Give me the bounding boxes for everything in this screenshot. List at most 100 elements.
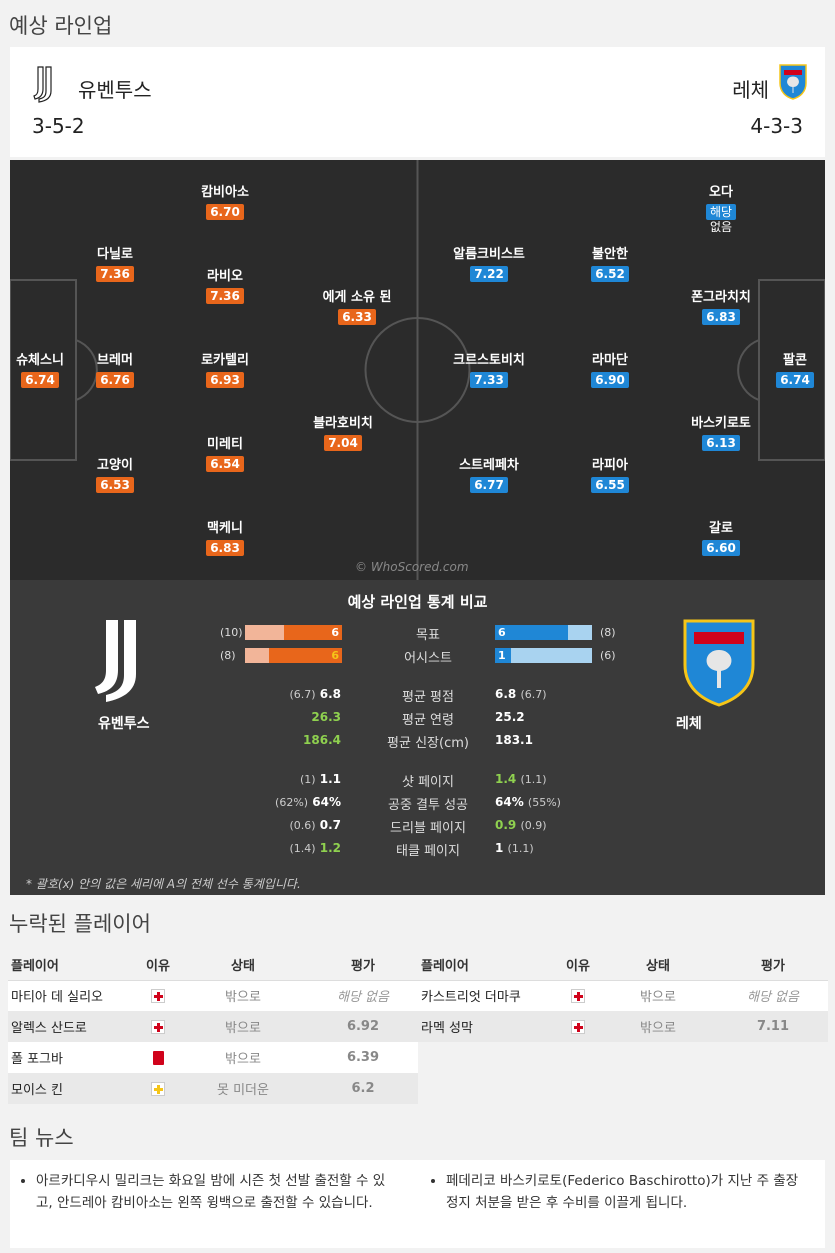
stats-title: 예상 라인업 통계 비교	[347, 593, 488, 611]
stat-away-number: 0.9	[495, 818, 517, 832]
table-row: 모이스 킨 못 미더운 6.2	[8, 1073, 418, 1104]
home-player[interactable]: 블라호비치 7.04	[313, 416, 373, 451]
juventus-logo-icon	[33, 66, 52, 103]
lecce-logo-icon	[779, 64, 807, 100]
home-player[interactable]: 다닐로 7.36	[96, 247, 134, 282]
home-player[interactable]: 로카텔리 6.93	[201, 353, 249, 388]
stat-home-sub: (62%)	[275, 796, 309, 809]
away-player[interactable]: 불안한 6.52	[591, 247, 629, 282]
missing-status: 밖으로	[598, 980, 718, 1011]
missing-status: 밖으로	[178, 1042, 308, 1073]
stat-away-number: 25.2	[495, 710, 525, 724]
home-news-item: 아르카디우시 밀리크는 화요일 밤에 시즌 첫 선발 출전할 수 있고, 안드레…	[36, 1170, 398, 1214]
away-formation: 4-3-3	[750, 114, 803, 138]
missing-status: 밖으로	[598, 1011, 718, 1042]
away-player[interactable]: 갈로 6.60	[661, 521, 781, 556]
home-team-name[interactable]: 유벤투스	[78, 78, 152, 102]
stat-home-value: (0.6) 0.7	[289, 818, 341, 832]
away-player[interactable]: 오다 해당 없음	[661, 185, 781, 234]
stat-away-number: 1	[495, 841, 504, 855]
stat-away-value: 1.4 (1.1)	[495, 772, 547, 786]
table-row: 폴 포그바 밖으로 6.39	[8, 1042, 418, 1073]
missing-reason	[558, 1011, 598, 1042]
missing-player-name[interactable]: 마티아 데 실리오	[8, 980, 138, 1011]
team-header: 유벤투스 3-5-2 레체 4-3-3	[10, 47, 825, 157]
home-player[interactable]: 라비오 7.36	[206, 269, 244, 304]
home-player[interactable]: 브레머 6.76	[96, 353, 134, 388]
goals-home-bar: 6	[245, 625, 342, 640]
col-rating: 평가	[308, 950, 418, 981]
stat-home-value: 186.4	[303, 733, 341, 747]
stat-home-number: 1.2	[319, 841, 341, 855]
missing-player-name[interactable]: 라멕 성막	[418, 1011, 558, 1042]
home-player[interactable]: 맥케니 6.83	[206, 521, 244, 556]
home-player[interactable]: 슈체스니 6.74	[16, 353, 64, 388]
away-player[interactable]: 팔콘 6.74	[735, 353, 825, 388]
missing-reason	[138, 1073, 178, 1104]
col-status: 상태	[598, 950, 718, 981]
away-player[interactable]: 폰그라치치 6.83	[691, 290, 751, 325]
missing-player-name[interactable]: 모이스 킨	[8, 1073, 138, 1104]
pitch: 슈체스니 6.74 다닐로 7.36 브레머 6.76 고양이 6.53 캄비아소 6.7…	[10, 160, 825, 580]
home-player[interactable]: 캄비아소 6.70	[201, 185, 249, 220]
stat-home-sub: (1)	[299, 773, 316, 786]
lecce-big-logo-icon	[683, 619, 755, 707]
missing-title: 누락된 플레이어	[9, 912, 151, 936]
away-player[interactable]: 크르스토비치 7.33	[453, 353, 525, 388]
home-player[interactable]: 미레티 6.54	[206, 437, 244, 472]
red-card-icon	[152, 1050, 164, 1065]
away-player[interactable]: 바스키로토 6.13	[691, 416, 751, 451]
stat-away-number: 64%	[495, 795, 524, 809]
stats-home-name: 유벤투스	[98, 716, 150, 732]
col-player: 플레이어	[8, 950, 138, 981]
away-team-name[interactable]: 레체	[732, 78, 769, 102]
missing-reason	[138, 1011, 178, 1042]
away-player[interactable]: 라피아 6.55	[591, 458, 629, 493]
away-player[interactable]: 알름크비스트 7.22	[453, 247, 525, 282]
home-player[interactable]: 에게 소유 된 6.33	[322, 290, 392, 325]
stat-home-number: 0.7	[319, 818, 341, 832]
stat-away-value: 183.1	[495, 733, 533, 747]
away-news-list: 페데리코 바스키로토(Federico Baschirotto)가 지난 주 출…	[428, 1170, 808, 1214]
home-formation: 3-5-2	[32, 114, 85, 138]
assists-away-total: (6)	[600, 649, 616, 662]
stat-away-value: 64% (55%)	[495, 795, 561, 809]
col-status: 상태	[178, 950, 308, 981]
stat-away-number: 1.4	[495, 772, 517, 786]
missing-status: 못 미더운	[178, 1073, 308, 1104]
stat-label: 평균 평점	[402, 690, 454, 705]
home-news-list: 아르카디우시 밀리크는 화요일 밤에 시즌 첫 선발 출전할 수 있고, 안드레…	[18, 1170, 398, 1214]
missing-player-name[interactable]: 알렉스 산드로	[8, 1011, 138, 1042]
stat-home-number: 1.1	[319, 772, 341, 786]
stat-label: 평균 연령	[402, 713, 454, 728]
away-player[interactable]: 스트레페차 6.77	[459, 458, 519, 493]
table-row: 카스트리엇 더마쿠 밖으로 해당 없음	[418, 980, 828, 1011]
stat-away-value: 0.9 (0.9)	[495, 818, 547, 832]
missing-reason	[558, 980, 598, 1011]
goals-home-total: (10)	[220, 626, 243, 639]
stat-label: 샷 페이지	[402, 775, 454, 790]
col-reason: 이유	[138, 950, 178, 981]
away-player[interactable]: 라마단 6.90	[591, 353, 629, 388]
stat-home-value: (62%) 64%	[275, 795, 341, 809]
stat-home-sub: (1.4)	[289, 842, 316, 855]
injury-icon	[151, 1019, 165, 1034]
missing-reason	[138, 980, 178, 1011]
stat-away-value: 1 (1.1)	[495, 841, 534, 855]
home-player[interactable]: 고양이 6.53	[96, 458, 134, 493]
missing-rating: 해당 없음	[718, 980, 828, 1011]
stat-home-sub: (6.7)	[289, 688, 316, 701]
missing-rating: 6.2	[308, 1073, 418, 1104]
missing-rating: 7.11	[718, 1011, 828, 1042]
stats-panel: 예상 라인업 통계 비교 유벤투스 레체 (10) 6 목표 6 (8) (8)…	[10, 580, 825, 895]
stat-away-number: 6.8	[495, 687, 517, 701]
stat-away-sub: (55%)	[527, 796, 561, 809]
missing-player-name[interactable]: 카스트리엇 더마쿠	[418, 980, 558, 1011]
injury-icon	[151, 988, 165, 1003]
missing-player-name[interactable]: 폴 포그바	[8, 1042, 138, 1073]
stat-away-value: 6.8 (6.7)	[495, 687, 547, 701]
col-player: 플레이어	[418, 950, 558, 981]
missing-rating: 6.92	[308, 1011, 418, 1042]
stat-home-number: 186.4	[303, 733, 341, 747]
stat-home-value: (1) 1.1	[300, 772, 341, 786]
